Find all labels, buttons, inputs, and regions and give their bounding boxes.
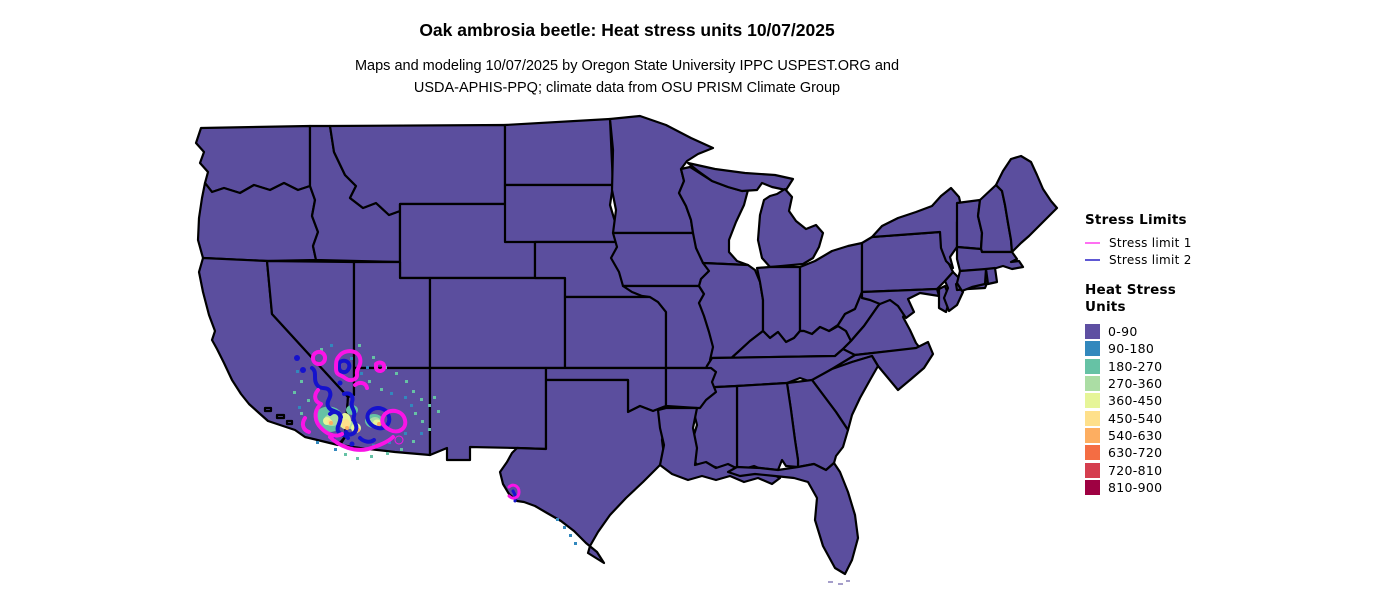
state-pennsylvania xyxy=(860,230,955,294)
florida-keys xyxy=(828,580,850,585)
legend-item-0-90: 0-90 xyxy=(1085,323,1255,340)
swatch-270-360 xyxy=(1085,376,1100,392)
state-utah xyxy=(352,260,432,370)
legend-item-stress-limit-2: Stress limit 2 xyxy=(1085,251,1255,268)
state-colorado xyxy=(428,276,567,370)
legend-item-540-630: 540-630 xyxy=(1085,427,1255,444)
heat-stress-header-line-2: Units xyxy=(1085,299,1126,315)
legend-item-270-360: 270-360 xyxy=(1085,375,1255,392)
swatch-180-270 xyxy=(1085,358,1100,374)
legend-item-360-450: 360-450 xyxy=(1085,392,1255,409)
state-south-dakota xyxy=(503,183,618,244)
legend-item-720-810: 720-810 xyxy=(1085,461,1255,478)
stress-limit-1-contours xyxy=(300,349,521,500)
state-rhode-island xyxy=(984,266,999,286)
channel-islands xyxy=(263,406,294,426)
swatch-630-720 xyxy=(1085,445,1100,461)
swatch-450-540 xyxy=(1085,410,1100,426)
swatch-720-810 xyxy=(1085,462,1100,478)
swatch-0-90 xyxy=(1085,324,1100,340)
state-oregon xyxy=(196,181,320,263)
legend-item-630-720: 630-720 xyxy=(1085,444,1255,461)
state-louisiana xyxy=(656,406,782,486)
swatch-90-180 xyxy=(1085,341,1100,357)
state-kansas xyxy=(563,295,668,370)
state-north-dakota xyxy=(503,117,615,187)
state-washington xyxy=(194,124,312,195)
stress-limit-1-line-swatch xyxy=(1085,241,1100,244)
state-boundaries xyxy=(194,114,1059,576)
legend-item-450-540: 450-540 xyxy=(1085,409,1255,426)
swatch-810-900 xyxy=(1085,479,1100,495)
swatch-360-450 xyxy=(1085,393,1100,409)
stress-limits-header: Stress Limits xyxy=(1085,212,1187,228)
state-michigan-upper xyxy=(686,161,795,193)
page-subtitle: Maps and modeling 10/07/2025 by Oregon S… xyxy=(355,55,899,99)
stress-limits-rows: Stress limit 1 Stress limit 2 xyxy=(1085,234,1255,268)
legend-item-180-270: 180-270 xyxy=(1085,358,1255,375)
state-maine xyxy=(994,154,1059,254)
stress-limit-1-label: Stress limit 1 xyxy=(1109,235,1192,250)
state-alabama xyxy=(735,381,800,472)
state-new-mexico xyxy=(428,366,548,462)
legend-item-stress-limit-1: Stress limit 1 xyxy=(1085,234,1255,251)
page-title: Oak ambrosia beetle: Heat stress units 1… xyxy=(419,20,835,40)
heat-stress-rows: 0-90 90-180 180-270 270-360 360-450 450-… xyxy=(1085,323,1255,496)
legend-item-90-180: 90-180 xyxy=(1085,340,1255,357)
state-florida xyxy=(726,461,860,576)
map-legend: Stress Limits Stress limit 1 Stress limi… xyxy=(1085,212,1255,496)
swatch-540-630 xyxy=(1085,427,1100,443)
state-michigan-lower xyxy=(756,187,825,269)
stress-limit-2-label: Stress limit 2 xyxy=(1109,252,1192,267)
subtitle-line-1: Maps and modeling 10/07/2025 by Oregon S… xyxy=(354,58,900,74)
state-montana xyxy=(328,123,507,217)
stress-limit-2-contours xyxy=(294,355,517,503)
stress-limit-2-line-swatch xyxy=(1085,258,1100,261)
subtitle-line-2: USDA-APHIS-PPQ; climate data from OSU PR… xyxy=(413,80,841,96)
heat-stress-header-line-1: Heat Stress xyxy=(1085,282,1176,298)
legend-item-810-900: 810-900 xyxy=(1085,479,1255,496)
